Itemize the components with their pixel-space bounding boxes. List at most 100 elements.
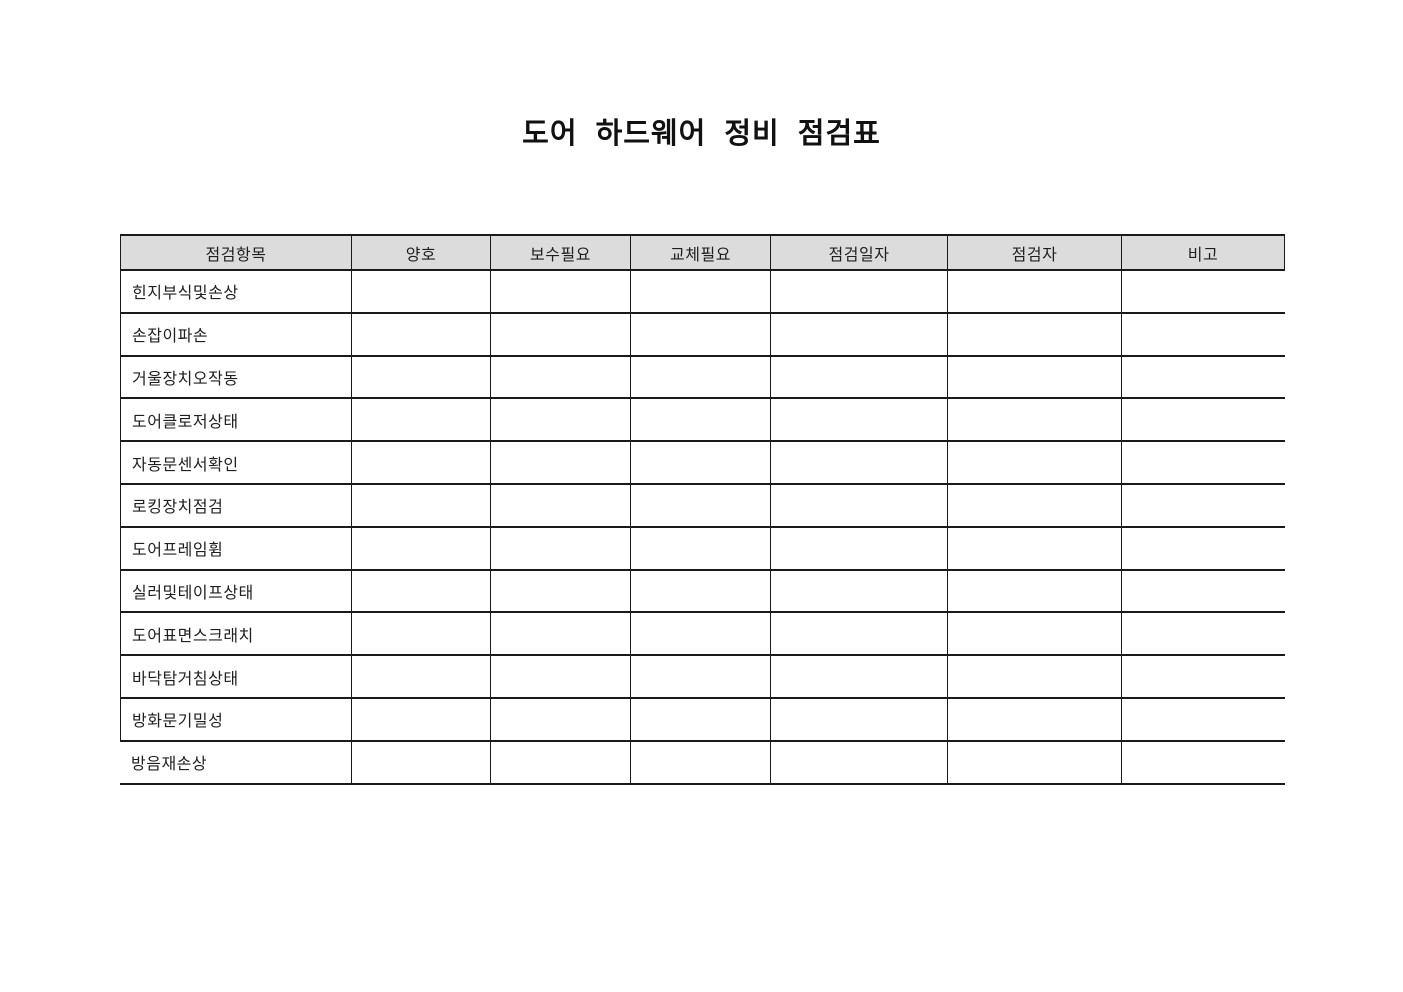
item-label-cell: 방화문기밀성 <box>120 698 352 740</box>
repair-needed-cell <box>491 741 631 783</box>
good-cell <box>352 613 491 655</box>
inspector-cell <box>948 656 1122 697</box>
table-row: 손잡이파손 <box>120 313 1285 357</box>
replace-needed-cell <box>631 442 771 483</box>
remarks-cell <box>1122 399 1285 440</box>
inspection-date-cell <box>771 656 948 697</box>
inspector-cell <box>948 442 1122 483</box>
header-repair-needed: 보수필요 <box>491 236 631 269</box>
good-cell <box>352 570 491 612</box>
inspector-cell <box>948 484 1122 526</box>
table-row: 도어클로저상태 <box>120 399 1285 443</box>
good-cell <box>352 656 491 697</box>
good-cell <box>352 527 491 569</box>
inspector-cell <box>948 570 1122 612</box>
remarks-cell <box>1122 357 1285 398</box>
inspection-date-cell <box>771 527 948 569</box>
inspector-cell <box>948 613 1122 655</box>
inspection-date-cell <box>771 484 948 526</box>
repair-needed-cell <box>491 484 631 526</box>
inspection-date-cell <box>771 399 948 441</box>
item-label-cell: 방음재손상 <box>120 741 352 783</box>
checklist-table: 점검항목 양호 보수필요 교체필요 점검일자 점검자 비고 힌지부식및손상 손잡… <box>120 234 1285 785</box>
replace-needed-cell <box>631 271 771 312</box>
repair-needed-cell <box>491 570 631 612</box>
table-row: 방화문기밀성 <box>120 698 1285 742</box>
inspection-date-cell <box>771 698 948 740</box>
repair-needed-cell <box>491 613 631 655</box>
inspector-cell <box>948 698 1122 740</box>
inspector-cell <box>948 399 1122 441</box>
table-row: 힌지부식및손상 <box>120 271 1285 314</box>
replace-needed-cell <box>631 570 771 612</box>
remarks-cell <box>1122 571 1285 612</box>
inspection-date-cell <box>771 313 948 355</box>
item-label-cell: 자동문센서확인 <box>120 442 352 483</box>
remarks-cell <box>1122 442 1285 483</box>
replace-needed-cell <box>631 399 771 441</box>
repair-needed-cell <box>491 656 631 697</box>
item-label-cell: 힌지부식및손상 <box>120 271 352 312</box>
good-cell <box>352 698 491 740</box>
table-row: 도어표면스크래치 <box>120 613 1285 657</box>
inspection-date-cell <box>771 356 948 398</box>
remarks-cell <box>1122 656 1285 697</box>
table-row: 방음재손상 <box>120 741 1285 785</box>
item-label-cell: 바닥탐거침상태 <box>120 656 352 697</box>
repair-needed-cell <box>491 356 631 398</box>
inspection-date-cell <box>771 442 948 483</box>
repair-needed-cell <box>491 527 631 569</box>
repair-needed-cell <box>491 313 631 355</box>
header-inspector: 점검자 <box>948 236 1122 269</box>
inspection-date-cell <box>771 271 948 312</box>
good-cell <box>352 741 491 783</box>
item-label-cell: 도어프레임휨 <box>120 527 352 569</box>
good-cell <box>352 442 491 483</box>
table-header-row: 점검항목 양호 보수필요 교체필요 점검일자 점검자 비고 <box>120 234 1285 271</box>
remarks-cell <box>1122 271 1285 312</box>
good-cell <box>352 399 491 441</box>
header-inspection-date: 점검일자 <box>771 236 948 269</box>
inspector-cell <box>948 527 1122 569</box>
good-cell <box>352 356 491 398</box>
replace-needed-cell <box>631 698 771 740</box>
good-cell <box>352 313 491 355</box>
remarks-cell <box>1122 528 1285 569</box>
remarks-cell <box>1122 613 1285 654</box>
table-row: 도어프레임휨 <box>120 527 1285 571</box>
inspector-cell <box>948 741 1122 783</box>
item-label-cell: 로킹장치점검 <box>120 484 352 526</box>
page-title: 도어 하드웨어 정비 점검표 <box>522 118 881 150</box>
item-label-cell: 실러및테이프상태 <box>120 570 352 612</box>
inspection-date-cell <box>771 613 948 655</box>
repair-needed-cell <box>491 442 631 483</box>
header-replace-needed: 교체필요 <box>631 236 771 269</box>
table-row: 거울장치오작동 <box>120 356 1285 400</box>
item-label-cell: 거울장치오작동 <box>120 356 352 398</box>
good-cell <box>352 484 491 526</box>
replace-needed-cell <box>631 656 771 697</box>
header-item: 점검항목 <box>120 236 352 269</box>
inspector-cell <box>948 271 1122 312</box>
remarks-cell <box>1122 485 1285 526</box>
repair-needed-cell <box>491 271 631 312</box>
table-row: 바닥탐거침상태 <box>120 656 1285 699</box>
replace-needed-cell <box>631 484 771 526</box>
remarks-cell <box>1122 699 1285 740</box>
item-label-cell: 도어표면스크래치 <box>120 613 352 655</box>
replace-needed-cell <box>631 313 771 355</box>
replace-needed-cell <box>631 613 771 655</box>
repair-needed-cell <box>491 399 631 441</box>
item-label-cell: 손잡이파손 <box>120 313 352 355</box>
inspection-date-cell <box>771 741 948 783</box>
header-remarks: 비고 <box>1122 236 1285 269</box>
remarks-cell <box>1122 742 1285 783</box>
remarks-cell <box>1122 314 1285 355</box>
item-label-cell: 도어클로저상태 <box>120 399 352 441</box>
repair-needed-cell <box>491 698 631 740</box>
inspection-date-cell <box>771 570 948 612</box>
inspector-cell <box>948 356 1122 398</box>
inspector-cell <box>948 313 1122 355</box>
table-row: 자동문센서확인 <box>120 442 1285 485</box>
